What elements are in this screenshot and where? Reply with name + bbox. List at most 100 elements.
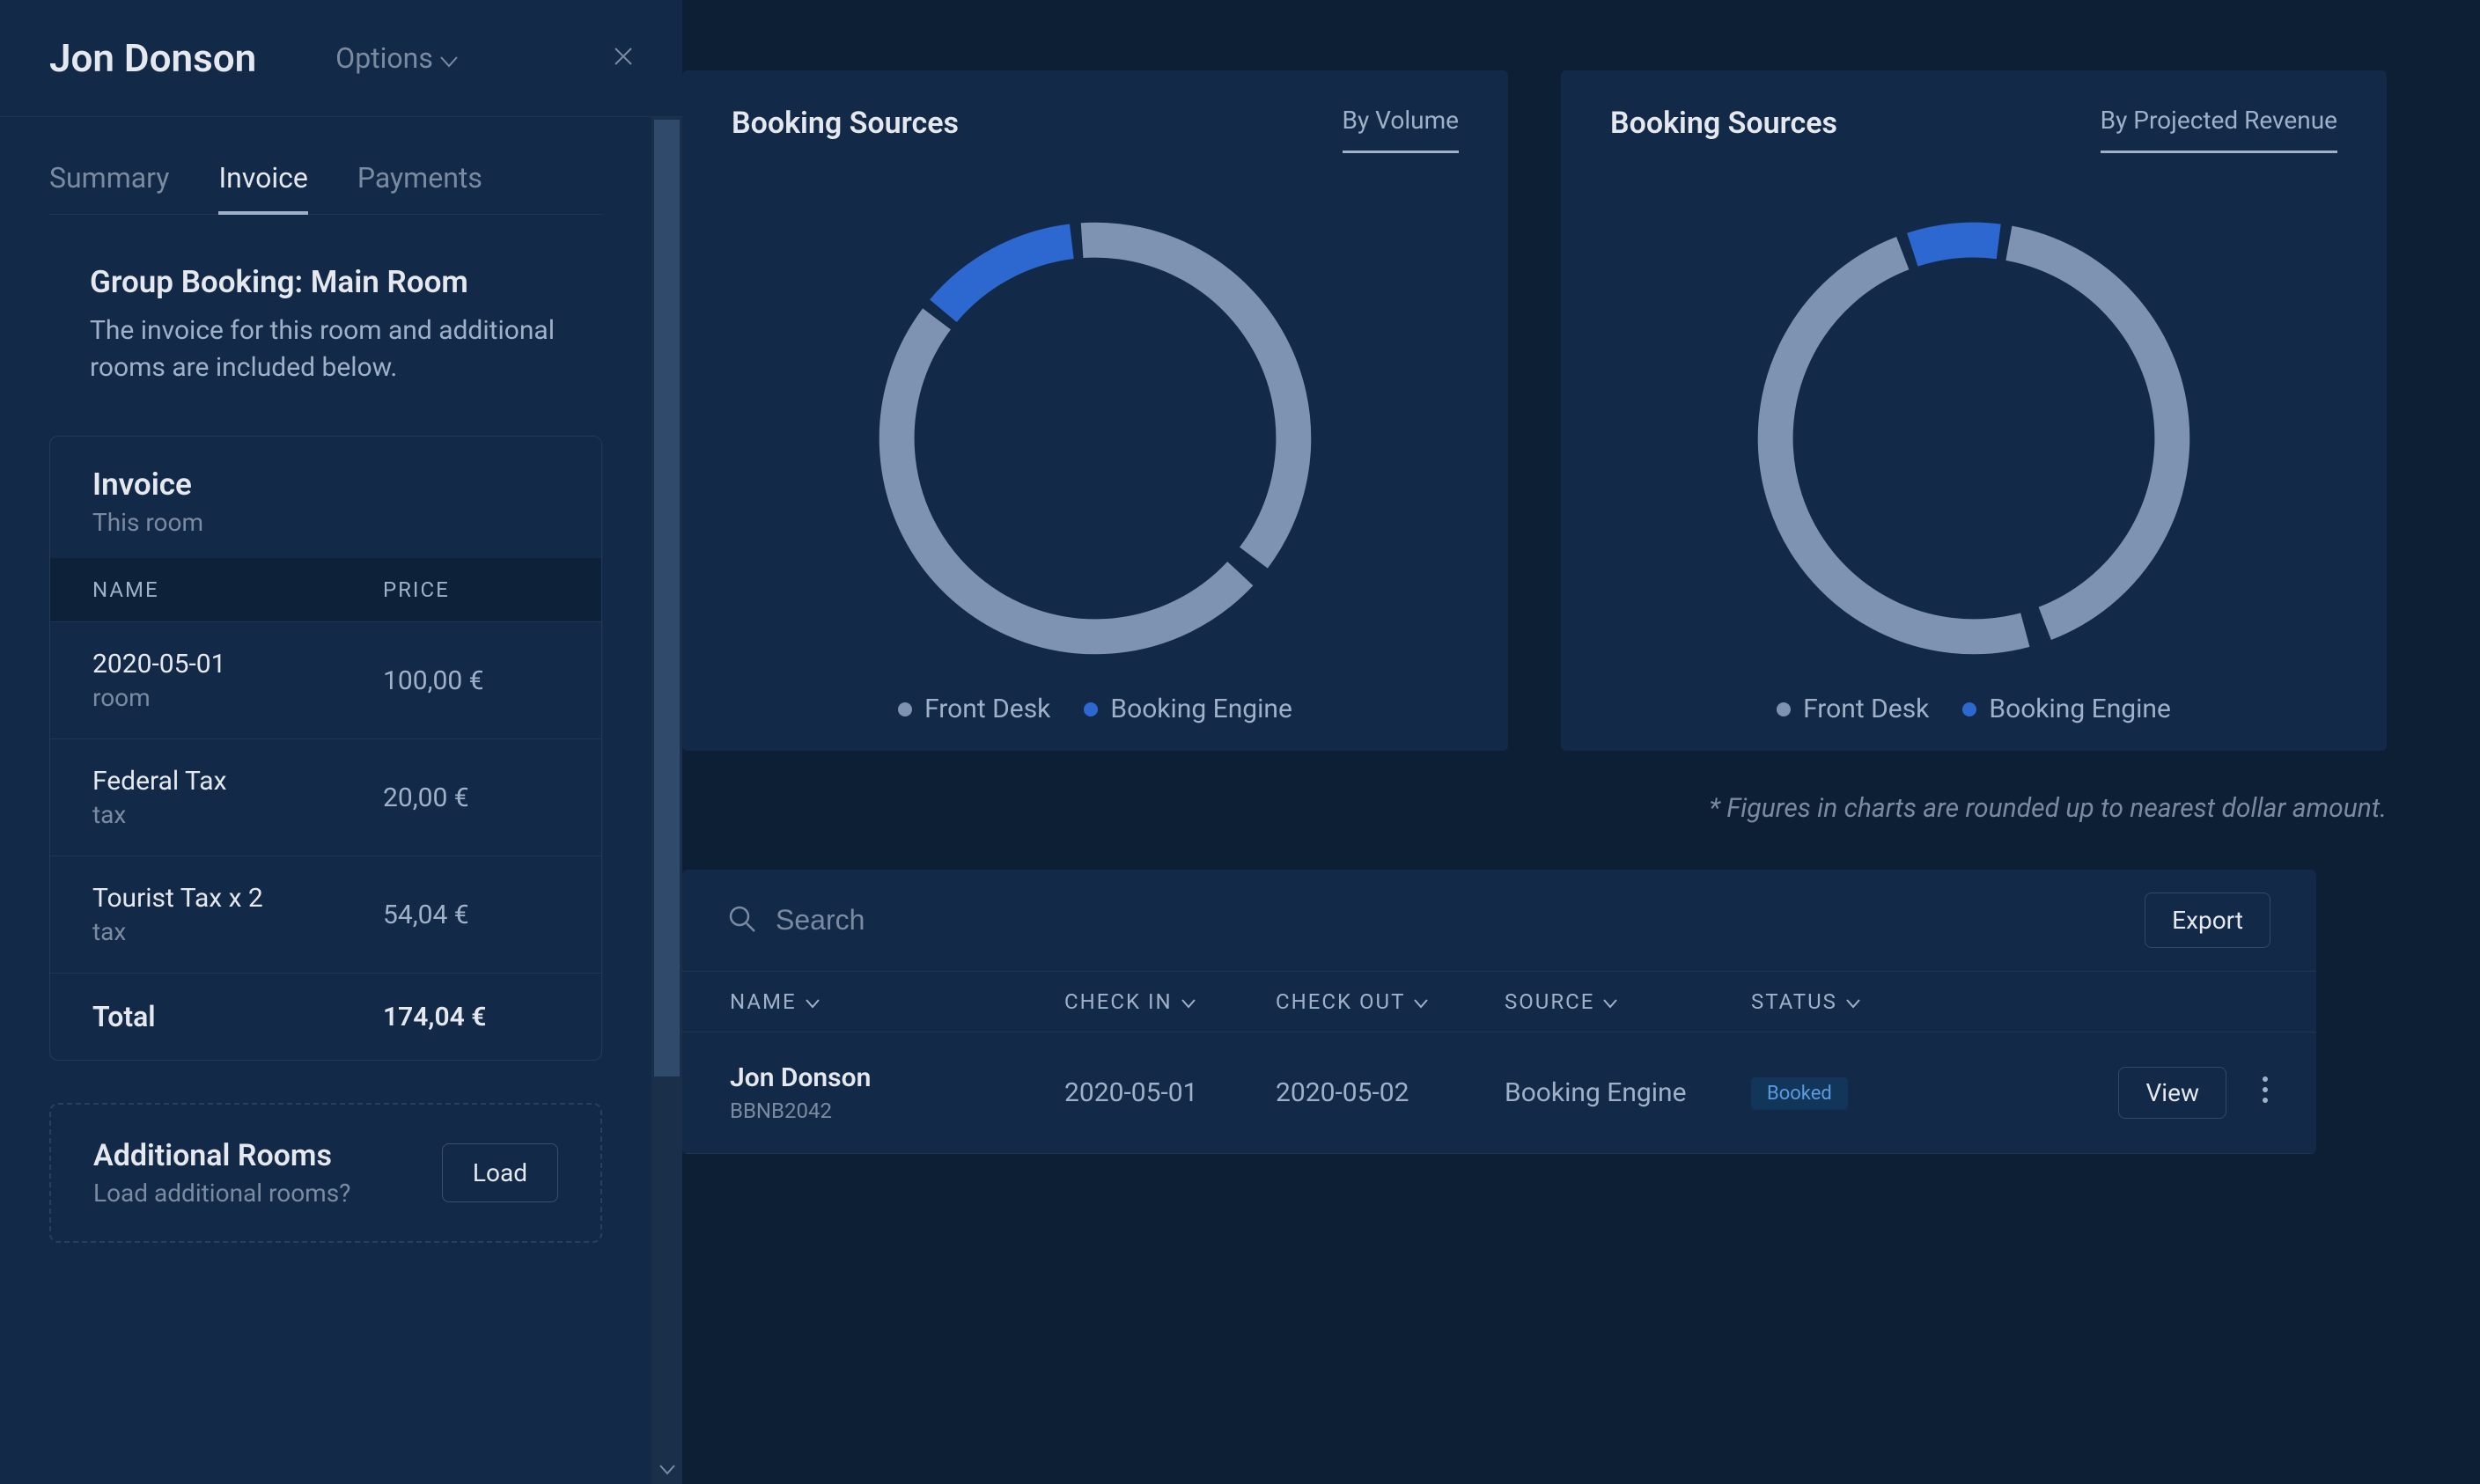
invoice-row: 2020-05-01 room 100,00 € bbox=[50, 621, 601, 738]
chart-legend: Front Desk Booking Engine bbox=[1610, 694, 2337, 724]
th-checkin[interactable]: Check In bbox=[1064, 989, 1276, 1014]
group-heading: Group Booking: Main Room bbox=[90, 264, 602, 300]
view-button[interactable]: View bbox=[2118, 1067, 2226, 1119]
invoice-card-title: Invoice bbox=[92, 467, 559, 503]
figures-note: * Figures in charts are rounded up to ne… bbox=[682, 793, 2480, 824]
chart-legend: Front Desk Booking Engine bbox=[732, 694, 1459, 724]
chart-header: Booking Sources By Projected Revenue bbox=[1610, 106, 2337, 153]
tab-invoice[interactable]: Invoice bbox=[218, 161, 307, 214]
chevron-down-icon bbox=[1846, 989, 1860, 1014]
additional-rooms-card: Additional Rooms Load additional rooms? … bbox=[49, 1103, 602, 1243]
th-label: Source bbox=[1505, 989, 1594, 1014]
chart-toggle-volume[interactable]: By Volume bbox=[1343, 106, 1459, 153]
invoice-card-header: Invoice This room bbox=[50, 437, 601, 558]
chevron-down-icon bbox=[1603, 989, 1617, 1014]
export-button[interactable]: Export bbox=[2145, 893, 2270, 948]
scrollbar-down-icon[interactable] bbox=[659, 1462, 675, 1479]
donut-svg bbox=[866, 209, 1324, 667]
legend-item: Booking Engine bbox=[1084, 694, 1292, 724]
th-status[interactable]: Status bbox=[1751, 989, 1962, 1014]
close-button[interactable] bbox=[614, 47, 633, 70]
table-row: Jon Donson BBNB2042 2020-05-01 2020-05-0… bbox=[682, 1032, 2316, 1154]
th-checkout[interactable]: Check Out bbox=[1276, 989, 1505, 1014]
group-desc: The invoice for this room and additional… bbox=[90, 312, 583, 386]
legend-dot-icon bbox=[1777, 702, 1791, 716]
legend-dot-icon bbox=[898, 702, 912, 716]
row-checkout: 2020-05-02 bbox=[1276, 1077, 1505, 1108]
legend-label: Front Desk bbox=[924, 694, 1050, 724]
row-price: 54,04 € bbox=[383, 900, 559, 930]
chart-card-volume: Booking Sources By Volume Front Desk Boo… bbox=[682, 70, 1508, 751]
row-guest-name: Jon Donson bbox=[730, 1062, 1064, 1093]
guest-name-title: Jon Donson bbox=[49, 35, 256, 81]
legend-item: Booking Engine bbox=[1962, 694, 2171, 724]
chart-header: Booking Sources By Volume bbox=[732, 106, 1459, 153]
table-header: Name Check In Check Out Source Status bbox=[682, 971, 2316, 1032]
chevron-down-icon bbox=[1181, 989, 1196, 1014]
th-label: Check In bbox=[1064, 989, 1173, 1014]
additional-title: Additional Rooms bbox=[93, 1138, 350, 1173]
row-name: Federal Tax bbox=[92, 766, 383, 797]
invoice-card: Invoice This room Name Price 2020-05-01 … bbox=[49, 436, 602, 1061]
search-icon bbox=[728, 905, 756, 937]
tab-summary[interactable]: Summary bbox=[49, 161, 169, 214]
load-button[interactable]: Load bbox=[442, 1143, 558, 1202]
row-sub: room bbox=[92, 683, 383, 712]
tab-payments[interactable]: Payments bbox=[357, 161, 482, 214]
invoice-card-sub: This room bbox=[92, 508, 559, 537]
row-guest-ref: BBNB2042 bbox=[730, 1098, 1064, 1123]
invoice-row: Federal Tax tax 20,00 € bbox=[50, 738, 601, 856]
th-source[interactable]: Source bbox=[1505, 989, 1751, 1014]
legend-item: Front Desk bbox=[898, 694, 1050, 724]
row-sub: tax bbox=[92, 917, 383, 946]
th-label: Status bbox=[1751, 989, 1837, 1014]
legend-label: Booking Engine bbox=[1989, 694, 2171, 724]
total-label: Total bbox=[92, 1000, 383, 1033]
row-name: Tourist Tax x 2 bbox=[92, 883, 383, 914]
row-sub: tax bbox=[92, 800, 383, 829]
charts-row: Booking Sources By Volume Front Desk Boo… bbox=[682, 70, 2480, 751]
col-name: Name bbox=[92, 577, 383, 602]
total-price: 174,04 € bbox=[383, 1002, 559, 1032]
options-dropdown[interactable]: Options bbox=[335, 41, 458, 75]
row-name: 2020-05-01 bbox=[92, 649, 383, 680]
options-label: Options bbox=[335, 41, 433, 75]
chevron-down-icon bbox=[1414, 989, 1428, 1014]
scrollbar[interactable] bbox=[651, 117, 682, 1484]
legend-label: Front Desk bbox=[1803, 694, 1929, 724]
more-vertical-icon bbox=[2262, 1081, 2269, 1110]
invoice-total-row: Total 174,04 € bbox=[50, 973, 601, 1060]
legend-item: Front Desk bbox=[1777, 694, 1929, 724]
row-price: 100,00 € bbox=[383, 665, 559, 696]
search-wrap bbox=[728, 904, 2120, 937]
invoice-row: Tourist Tax x 2 tax 54,04 € bbox=[50, 856, 601, 973]
legend-label: Booking Engine bbox=[1110, 694, 1292, 724]
scroll-area: Summary Invoice Payments Group Booking: … bbox=[0, 117, 651, 1484]
th-label: Name bbox=[730, 989, 797, 1014]
chart-card-revenue: Booking Sources By Projected Revenue Fro… bbox=[1561, 70, 2387, 751]
main-content: Booking Sources By Volume Front Desk Boo… bbox=[682, 70, 2480, 1484]
th-label: Check Out bbox=[1276, 989, 1405, 1014]
donut-chart bbox=[1610, 174, 2337, 694]
th-name[interactable]: Name bbox=[730, 989, 1064, 1014]
chevron-down-icon bbox=[806, 989, 820, 1014]
invoice-panel: Jon Donson Options Summary Invoice Payme… bbox=[0, 0, 682, 1484]
row-menu-button[interactable] bbox=[2262, 1076, 2269, 1110]
panel-tabs: Summary Invoice Payments bbox=[49, 161, 602, 215]
status-badge: Booked bbox=[1751, 1077, 1848, 1110]
table-toolbar: Export bbox=[682, 870, 2316, 971]
chevron-down-icon bbox=[440, 41, 458, 75]
panel-header: Jon Donson Options bbox=[0, 0, 682, 117]
additional-sub: Load additional rooms? bbox=[93, 1179, 350, 1208]
scrollbar-thumb[interactable] bbox=[654, 120, 680, 1076]
row-price: 20,00 € bbox=[383, 782, 559, 813]
search-input[interactable] bbox=[776, 904, 2120, 937]
panel-body: Summary Invoice Payments Group Booking: … bbox=[0, 117, 682, 1484]
chart-title: Booking Sources bbox=[1610, 106, 1837, 141]
chart-toggle-revenue[interactable]: By Projected Revenue bbox=[2101, 106, 2337, 153]
row-checkin: 2020-05-01 bbox=[1064, 1077, 1276, 1108]
close-icon bbox=[614, 53, 633, 70]
col-price: Price bbox=[383, 577, 559, 602]
donut-svg bbox=[1745, 209, 2203, 667]
chart-title: Booking Sources bbox=[732, 106, 959, 141]
